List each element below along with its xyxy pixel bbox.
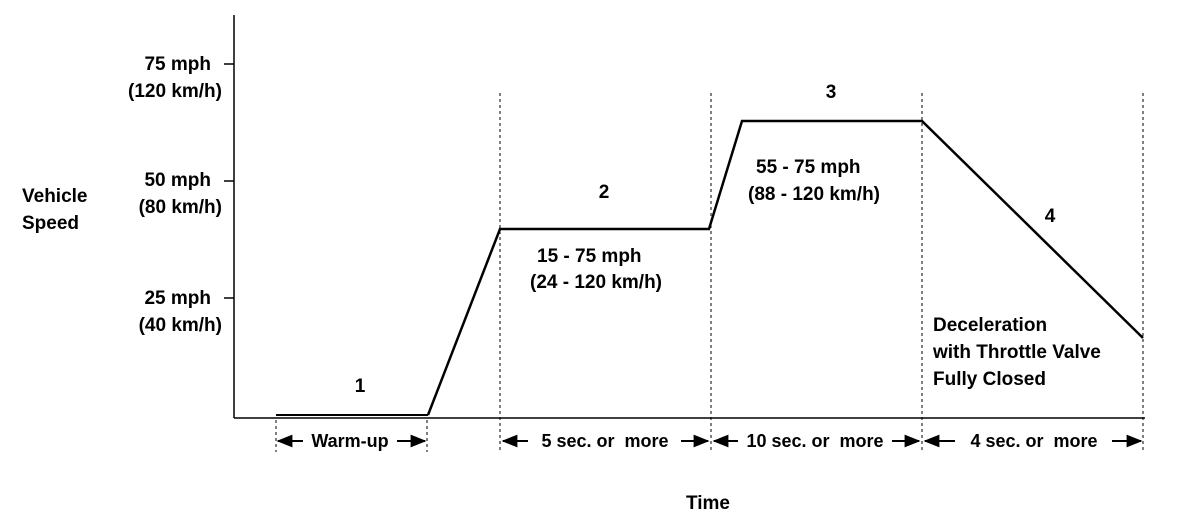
phase-3-speed-mph: 55 - 75 mph [756,157,861,178]
phase-4-note-line2: with Throttle Valve [932,342,1101,363]
phase-1-number: 1 [355,376,366,397]
phase-1-duration: Warm-up [311,431,388,451]
phase-2-duration: 5 sec. or more [541,431,668,451]
phase-2-speed-mph: 15 - 75 mph [537,246,642,267]
phase-3-speed-kmh: (88 - 120 km/h) [748,184,880,205]
phase-4-number: 4 [1045,206,1056,227]
y-axis-label-line2: Speed [22,213,79,234]
phase-3-number: 3 [826,82,837,103]
y-axis-label-line1: Vehicle [22,186,88,207]
tick-label-50-mph: 50 mph [144,170,211,191]
x-axis-label: Time [686,493,730,514]
tick-label-25-mph: 25 mph [144,288,211,309]
tick-label-75-kmh: (120 km/h) [128,81,222,102]
phase-4-duration: 4 sec. or more [970,431,1097,451]
speed-profile-line [426,119,1144,416]
phase-3-duration: 10 sec. or more [746,431,883,451]
phase-2-speed-kmh: (24 - 120 km/h) [530,272,662,293]
tick-label-50-kmh: (80 km/h) [139,197,222,218]
tick-label-25-kmh: (40 km/h) [139,315,222,336]
phase-4-note-line1: Deceleration [933,315,1047,336]
tick-label-75-mph: 75 mph [144,54,211,75]
phase-2-number: 2 [599,182,610,203]
phase-4-note-line3: Fully Closed [933,369,1046,390]
